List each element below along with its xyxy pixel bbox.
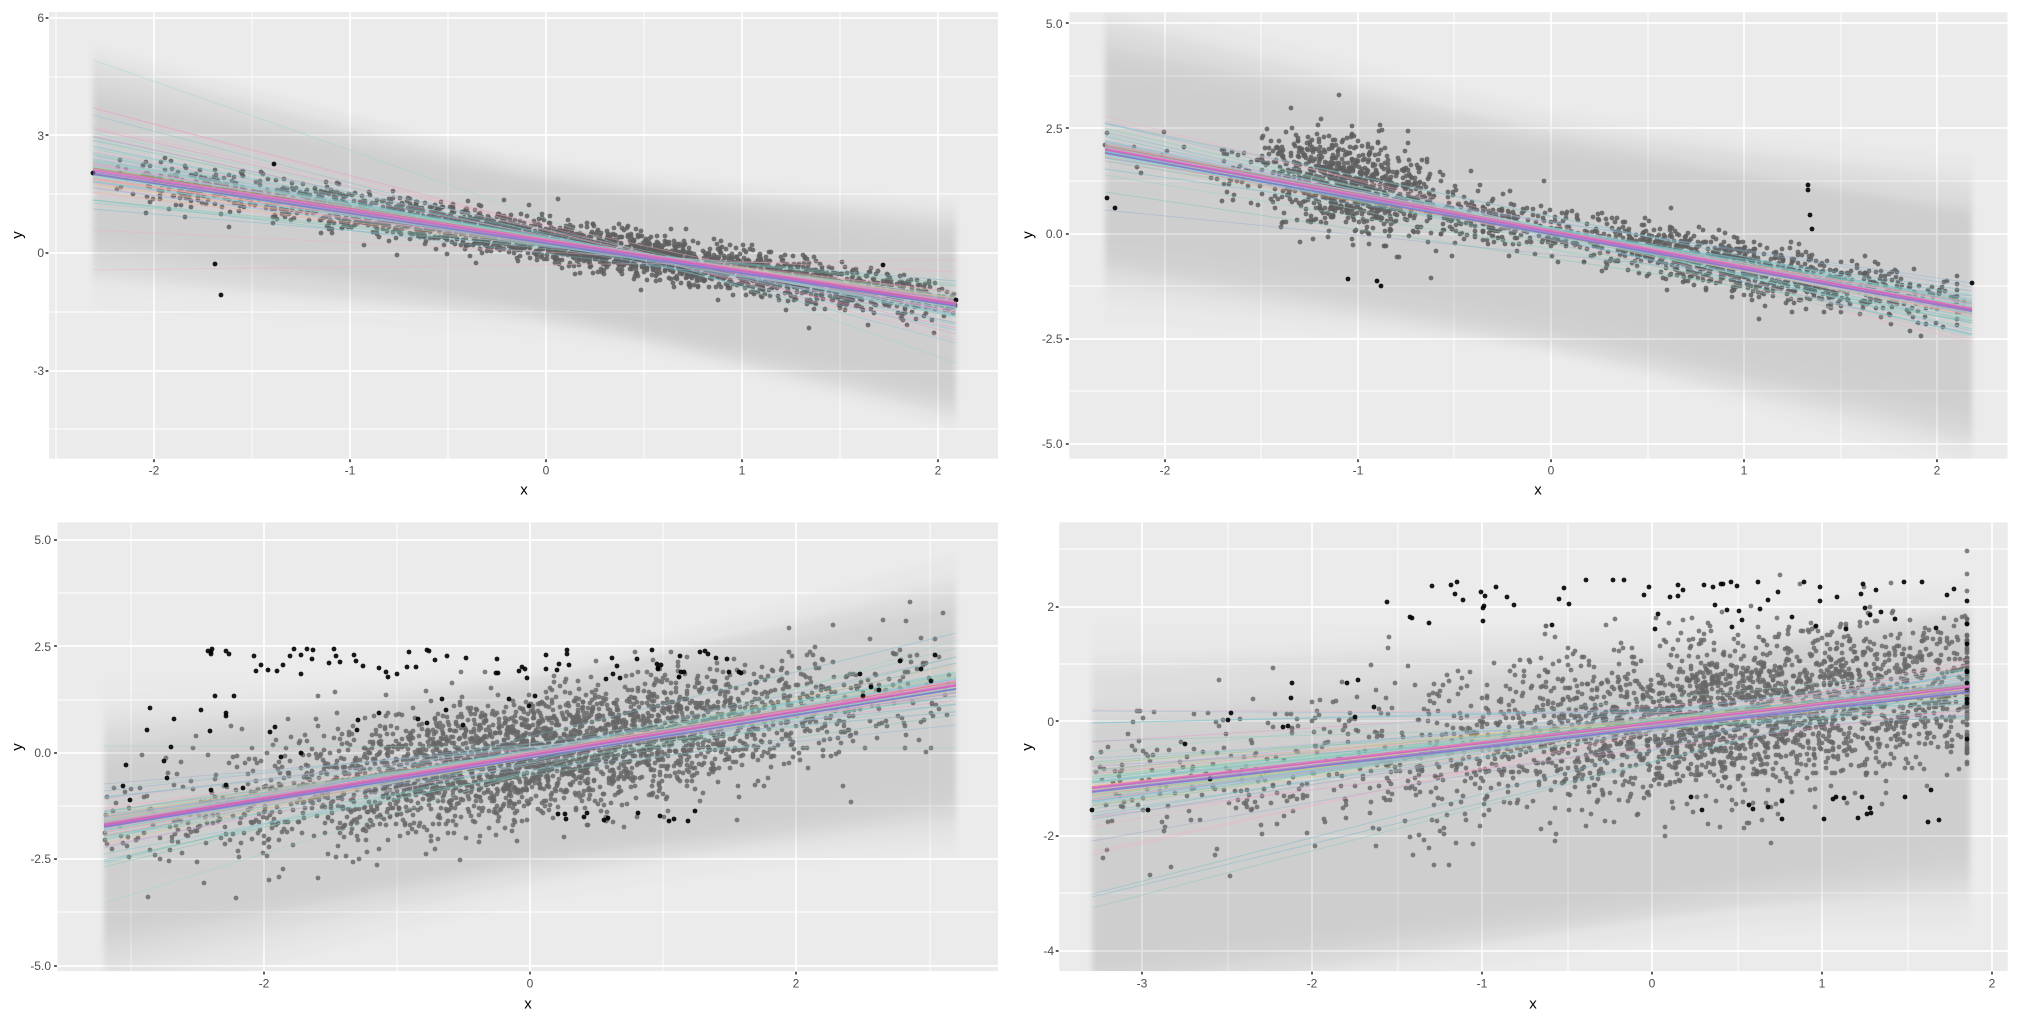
svg-text:3: 3	[37, 129, 44, 143]
svg-text:-1: -1	[345, 464, 356, 478]
svg-text:6: 6	[37, 11, 44, 25]
svg-text:-2: -2	[149, 464, 160, 478]
svg-text:1: 1	[739, 464, 746, 478]
svg-text:x: x	[520, 481, 528, 498]
svg-text:2: 2	[935, 464, 942, 478]
svg-text:-3: -3	[33, 364, 44, 378]
svg-text:0: 0	[543, 464, 550, 478]
svg-text:0: 0	[37, 246, 44, 260]
svg-text:y: y	[9, 231, 26, 239]
